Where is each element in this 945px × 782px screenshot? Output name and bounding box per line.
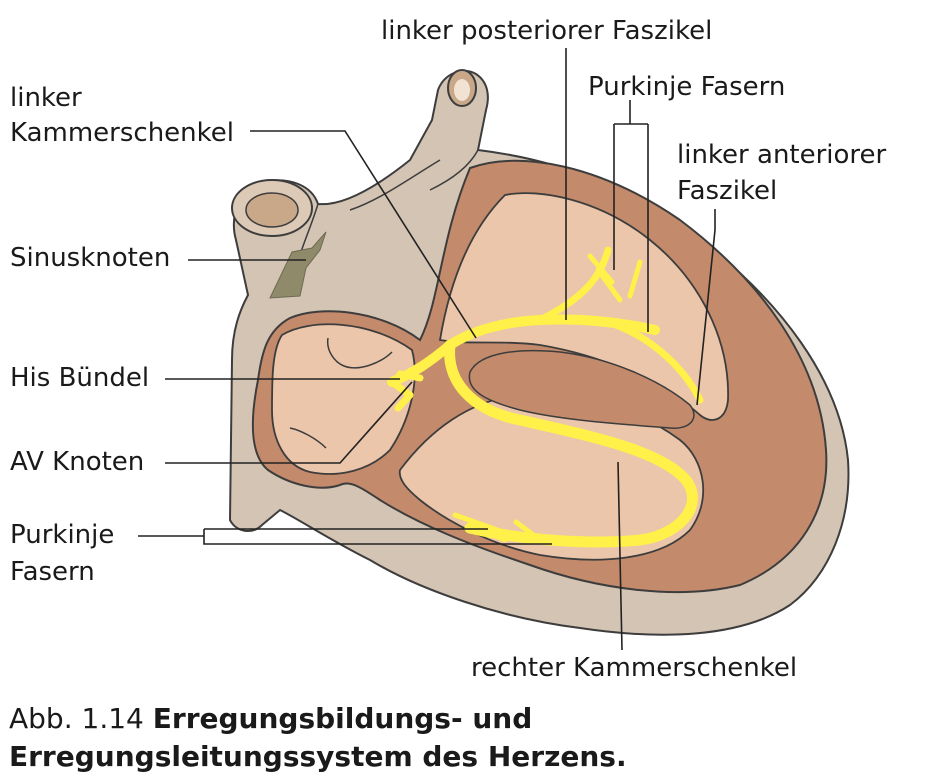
label-his-buendel: His Bündel bbox=[10, 363, 150, 393]
leader-purkinje-top bbox=[613, 100, 649, 332]
label-linker-posteriorer-faszikel: linker posteriorer Faszikel bbox=[381, 16, 713, 46]
heart-conduction-diagram bbox=[138, 48, 850, 651]
left-anterior-fascicle-path bbox=[596, 316, 704, 404]
label-purkinje-top: Purkinje Fasern bbox=[588, 72, 786, 102]
label-purkinje-left-line2: Fasern bbox=[10, 557, 95, 587]
figure-caption: Abb. 1.14 Erregungsbildungs- und Erregun… bbox=[9, 700, 939, 776]
label-linker-anteriorer-line1: linker anteriorer bbox=[677, 140, 887, 170]
leader-anteriorer-faszikel bbox=[696, 209, 716, 406]
label-linker-kammerschenkel-line2: Kammerschenkel bbox=[10, 118, 235, 148]
leader-rechter-kammerschenkel bbox=[617, 461, 623, 651]
leader-linker-kammerschenkel bbox=[250, 130, 477, 339]
leader-purkinje-left bbox=[138, 528, 552, 545]
av-node-branches bbox=[388, 370, 424, 412]
left-posterior-fascicle-path bbox=[536, 246, 612, 324]
caption-number: Abb. 1.14 bbox=[9, 702, 144, 735]
sinus-node bbox=[269, 231, 327, 299]
leader-lines bbox=[138, 48, 716, 651]
label-linker-kammerschenkel-line1: linker bbox=[10, 83, 82, 113]
label-rechter-kammerschenkel: rechter Kammerschenkel bbox=[471, 653, 798, 683]
heart-illustration bbox=[228, 69, 850, 636]
label-sinusknoten: Sinusknoten bbox=[10, 243, 171, 273]
purkinje-bottom-branches bbox=[452, 512, 543, 543]
label-av-knoten: AV Knoten bbox=[10, 447, 145, 477]
label-purkinje-left-line1: Purkinje bbox=[10, 520, 115, 550]
caption-text: Erregungsbildungs- und Erregungsleitungs… bbox=[9, 702, 627, 773]
purkinje-top-branches bbox=[587, 253, 643, 303]
conduction-system bbox=[387, 246, 704, 548]
septum-lobe bbox=[468, 349, 695, 429]
leader-av-knoten bbox=[165, 381, 413, 464]
left-ventricle-chamber bbox=[438, 192, 729, 421]
right-bundle-branch-path bbox=[444, 339, 698, 548]
label-linker-anteriorer-line2: Faszikel bbox=[677, 176, 778, 206]
